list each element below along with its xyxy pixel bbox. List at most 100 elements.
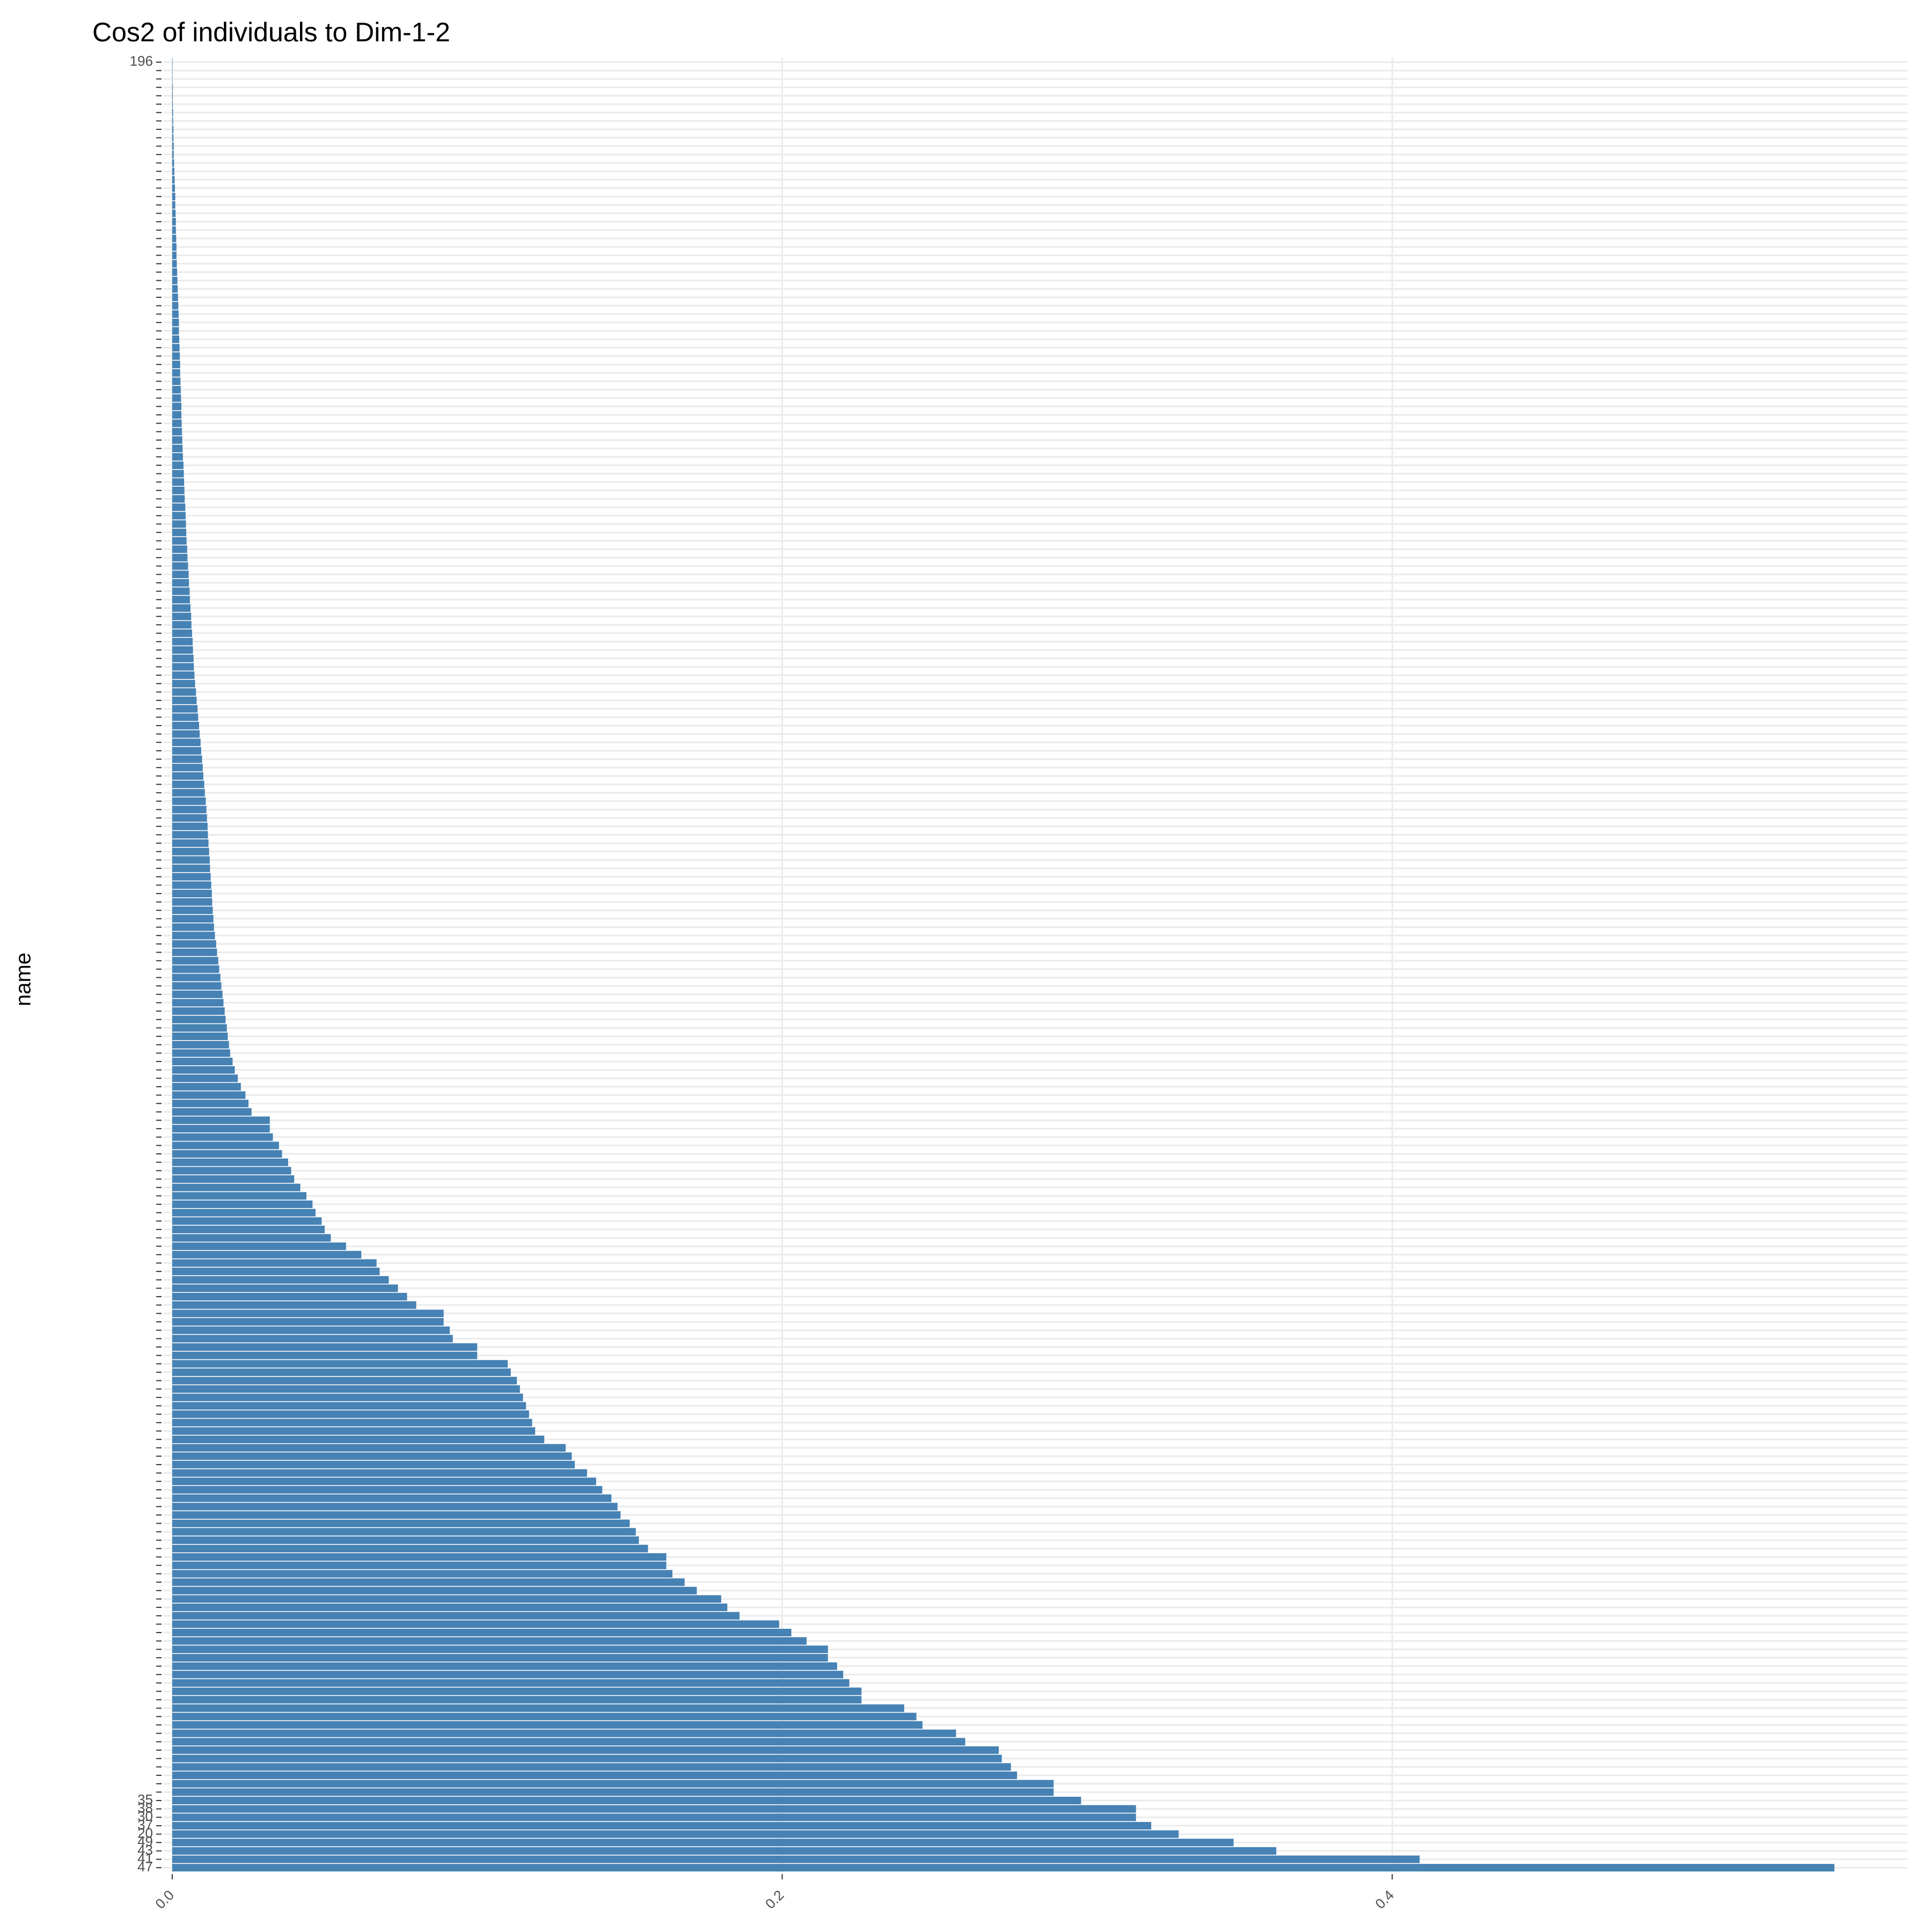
bar <box>172 1192 306 1200</box>
bar <box>172 1586 697 1594</box>
bar <box>172 999 224 1007</box>
bar <box>172 134 174 142</box>
bar <box>172 906 213 914</box>
bar <box>172 1234 331 1242</box>
bar <box>172 1309 444 1318</box>
bar <box>172 1057 233 1065</box>
bar <box>172 1511 621 1519</box>
bar <box>172 1377 517 1385</box>
bar <box>172 990 223 998</box>
bar <box>172 386 181 394</box>
bar <box>172 1679 850 1687</box>
bar <box>172 1410 529 1418</box>
bar <box>172 1007 225 1015</box>
bar <box>172 1738 965 1746</box>
bar <box>172 75 173 83</box>
bar <box>172 1452 572 1460</box>
bar <box>172 1671 844 1679</box>
bar <box>172 58 173 66</box>
bar <box>172 184 175 192</box>
bar <box>172 1578 685 1586</box>
bar <box>172 218 176 226</box>
bar <box>172 444 183 452</box>
bar <box>172 654 194 662</box>
bar <box>172 898 213 906</box>
bar <box>172 780 204 788</box>
bar <box>172 545 187 553</box>
bar <box>172 1242 346 1250</box>
bar <box>172 1477 596 1485</box>
bar <box>172 1318 444 1326</box>
bar <box>172 1780 1054 1788</box>
bar <box>172 562 188 570</box>
bar <box>172 1049 230 1057</box>
bar <box>172 495 185 503</box>
bar <box>172 251 177 259</box>
bar <box>172 117 173 125</box>
bar <box>172 621 192 629</box>
bar <box>172 604 191 612</box>
bar <box>172 1494 612 1502</box>
bar <box>172 831 208 839</box>
bar <box>172 1368 511 1376</box>
bar <box>172 1335 453 1343</box>
bar <box>172 235 177 243</box>
bar <box>172 865 210 873</box>
bar <box>172 596 190 604</box>
bar <box>172 201 175 209</box>
bar <box>172 125 174 134</box>
y-tick-label: 38 <box>137 1800 153 1816</box>
bar <box>172 1604 728 1612</box>
bar <box>172 108 173 116</box>
bar <box>172 1503 618 1511</box>
bar <box>172 1821 1152 1829</box>
chart-title: Cos2 of individuals to Dim-1-2 <box>92 17 450 47</box>
bar <box>172 159 174 167</box>
bar <box>172 1528 636 1536</box>
y-tick-label: 49 <box>137 1833 153 1849</box>
bar <box>172 730 200 738</box>
bar <box>172 1091 246 1099</box>
bar <box>172 789 205 797</box>
bar <box>172 1536 639 1544</box>
bar <box>172 520 186 528</box>
bar <box>172 1418 532 1426</box>
bar <box>172 92 173 100</box>
bar <box>172 932 215 940</box>
y-tick-label: 30 <box>137 1808 153 1824</box>
bar <box>172 1066 235 1074</box>
bar <box>172 697 197 705</box>
bar <box>172 1150 282 1158</box>
bar <box>172 1637 807 1645</box>
bar <box>172 1024 227 1032</box>
y-tick-label: 35 <box>137 1791 153 1807</box>
bar <box>172 1469 587 1477</box>
bar <box>172 402 181 411</box>
bar <box>172 974 221 982</box>
bar <box>172 721 199 730</box>
bar <box>172 764 203 772</box>
bar <box>172 1343 478 1351</box>
bar <box>172 167 174 175</box>
bar <box>172 1653 828 1662</box>
bar <box>172 150 174 158</box>
bar <box>172 612 192 620</box>
bar <box>172 1461 575 1469</box>
bar <box>172 570 189 579</box>
bar <box>172 428 182 436</box>
bar <box>172 243 177 251</box>
bar <box>172 1553 667 1561</box>
bar <box>172 1864 1835 1872</box>
bar <box>172 411 181 419</box>
bar <box>172 1100 248 1108</box>
bar <box>172 797 206 805</box>
bar <box>172 377 181 385</box>
bar <box>172 369 180 377</box>
bar <box>172 1772 1018 1780</box>
bar <box>172 461 184 469</box>
bar <box>172 453 183 461</box>
bar <box>172 419 182 427</box>
bar <box>172 1595 721 1603</box>
y-tick-label: 196 <box>130 53 153 69</box>
bar <box>172 1183 301 1191</box>
